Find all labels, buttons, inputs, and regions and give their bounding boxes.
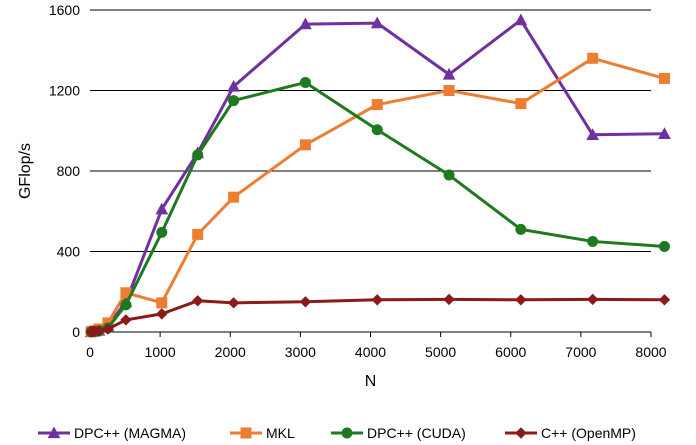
- data-point-dpc-magma: [515, 15, 526, 25]
- y-tick-label: 0: [72, 324, 80, 340]
- x-tick-label: 8000: [635, 344, 666, 360]
- data-point-mkl: [229, 192, 239, 202]
- data-point-mkl: [300, 140, 310, 150]
- data-point-c-openmp: [372, 295, 382, 305]
- data-point-mkl: [157, 298, 167, 308]
- series-c-openmp: [86, 294, 669, 336]
- data-point-dpc-cuda: [444, 170, 454, 180]
- data-point-dpc-cuda: [121, 300, 131, 310]
- data-point-mkl: [444, 86, 454, 96]
- data-point-mkl: [193, 229, 203, 239]
- y-tick-label: 1600: [49, 2, 80, 18]
- legend-label: C++ (OpenMP): [541, 425, 636, 441]
- data-point-dpc-cuda: [659, 241, 669, 251]
- legend-item-dpc-cuda: DPC++ (CUDA): [331, 425, 466, 441]
- x-tick-label: 2000: [215, 344, 246, 360]
- x-tick-label: 7000: [565, 344, 596, 360]
- data-point-dpc-cuda: [372, 125, 382, 135]
- x-tick-label: 1000: [145, 344, 176, 360]
- legend: DPC++ (MAGMA) MKL DPC++ (CUDA) C++ (OpenMP): [38, 425, 636, 441]
- series-layer: [86, 15, 670, 337]
- x-tick-label: 4000: [355, 344, 386, 360]
- grid-lines: [90, 10, 651, 332]
- data-point-c-openmp: [588, 294, 598, 304]
- data-point-dpc-cuda: [588, 236, 598, 246]
- data-point-dpc-cuda: [193, 150, 203, 160]
- data-point-c-openmp: [659, 295, 669, 305]
- data-point-c-openmp: [300, 297, 310, 307]
- y-tick-label: 400: [57, 244, 81, 260]
- x-tick-label: 0: [86, 344, 94, 360]
- legend-label: MKL: [266, 425, 295, 441]
- legend-marker: [241, 428, 251, 438]
- x-tick-labels: 0 1000 2000 3000 4000 5000 6000 7000 8000: [86, 332, 667, 360]
- data-point-mkl: [516, 99, 526, 109]
- y-axis-title: GFlop/s: [17, 143, 34, 199]
- series-line-dpc-cuda: [91, 82, 664, 331]
- data-point-c-openmp: [193, 296, 203, 306]
- data-point-dpc-cuda: [300, 77, 310, 87]
- legend-label: DPC++ (CUDA): [367, 425, 466, 441]
- legend-marker: [516, 428, 526, 438]
- data-point-c-openmp: [516, 295, 526, 305]
- legend-item-c-openmp: C++ (OpenMP): [505, 425, 636, 441]
- data-point-c-openmp: [229, 298, 239, 308]
- data-point-dpc-cuda: [157, 227, 167, 237]
- data-point-mkl: [659, 73, 669, 83]
- y-tick-label: 800: [57, 163, 81, 179]
- legend-label: DPC++ (MAGMA): [74, 425, 186, 441]
- y-tick-labels: 0 400 800 1200 1600: [49, 2, 80, 340]
- x-tick-label: 3000: [285, 344, 316, 360]
- series-mkl: [86, 53, 669, 336]
- x-tick-label: 6000: [495, 344, 526, 360]
- series-dpc-magma: [86, 15, 670, 337]
- data-point-mkl: [588, 53, 598, 63]
- data-point-dpc-cuda: [516, 224, 526, 234]
- x-axis-title: N: [365, 373, 377, 390]
- x-tick-label: 5000: [425, 344, 456, 360]
- data-point-c-openmp: [444, 294, 454, 304]
- y-tick-label: 1200: [49, 83, 80, 99]
- legend-item-mkl: MKL: [230, 425, 295, 441]
- data-point-dpc-cuda: [229, 96, 239, 106]
- legend-item-dpc-magma: DPC++ (MAGMA): [38, 425, 186, 441]
- data-point-c-openmp: [121, 315, 131, 325]
- legend-marker: [342, 428, 352, 438]
- data-point-c-openmp: [157, 309, 167, 319]
- data-point-mkl: [372, 100, 382, 110]
